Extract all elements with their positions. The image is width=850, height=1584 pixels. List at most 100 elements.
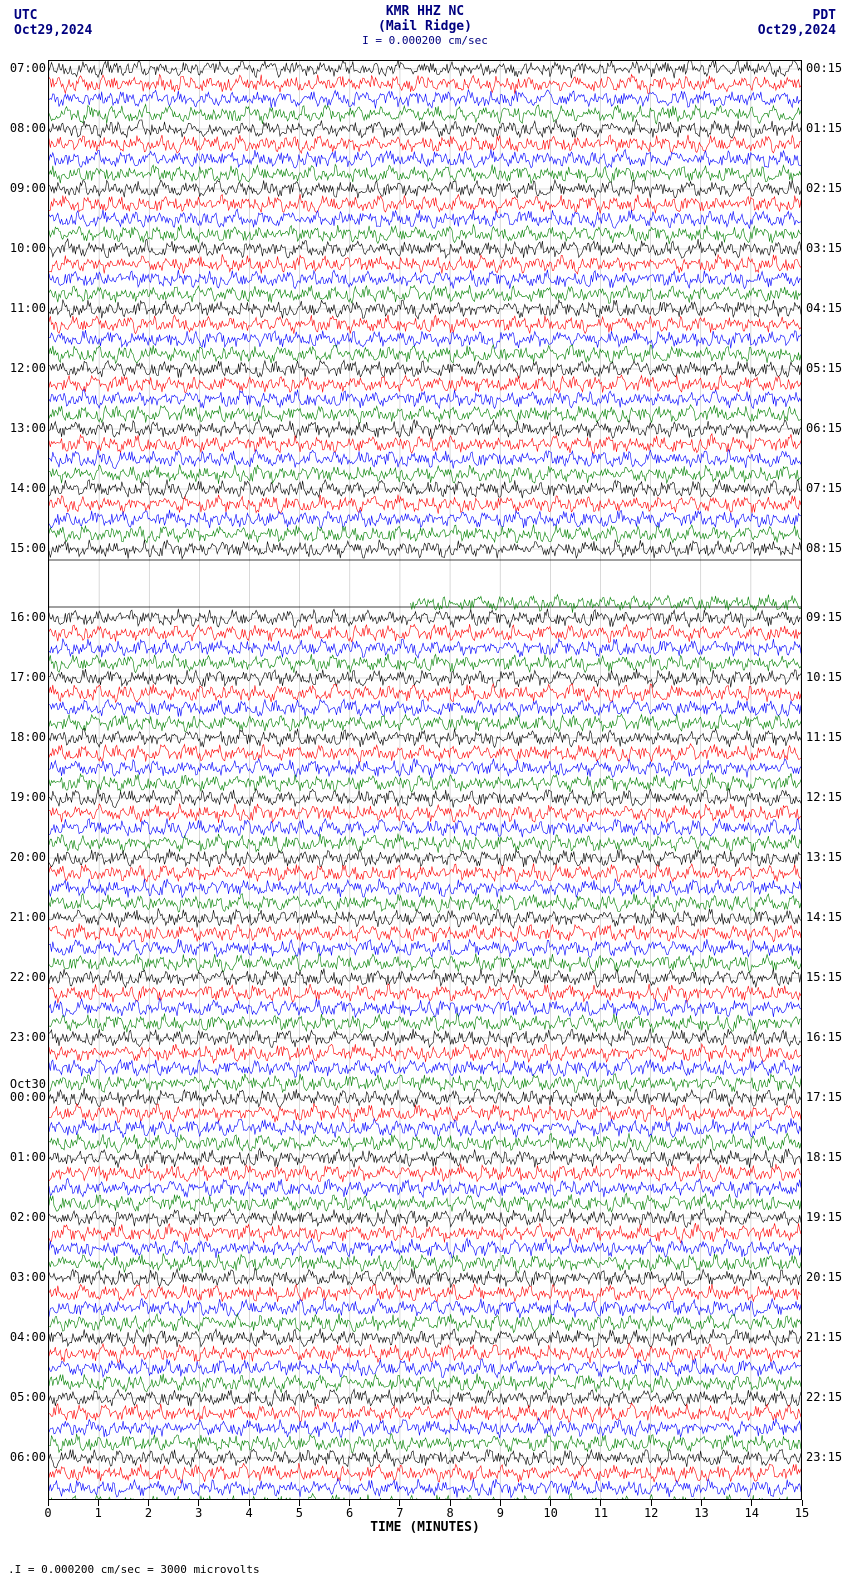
left-time-label: 06:00 <box>2 1450 46 1464</box>
trace-row <box>49 1059 801 1078</box>
trace-row <box>49 1118 801 1137</box>
scale-bar: I = 0.000200 cm/sec <box>0 34 850 47</box>
trace-row <box>49 209 801 229</box>
trace-row <box>49 1299 801 1318</box>
left-time-label: 05:00 <box>2 1390 46 1404</box>
left-time-label: 23:00 <box>2 1030 46 1044</box>
trace-row <box>49 714 801 732</box>
header-block: KMR HHZ NC (Mail Ridge) I = 0.000200 cm/… <box>0 4 850 47</box>
trace-row <box>49 1104 801 1123</box>
trace-row <box>49 1479 801 1498</box>
trace-row <box>49 90 801 109</box>
left-time-label: 02:00 <box>2 1210 46 1224</box>
trace-row <box>49 465 801 484</box>
x-tick-mark <box>450 1500 451 1506</box>
scale-bar-text: = 0.000200 cm/sec <box>375 34 488 47</box>
x-tick-mark <box>802 1500 803 1506</box>
trace-row <box>49 450 801 469</box>
trace-row <box>49 879 801 898</box>
trace-row <box>49 819 801 838</box>
top-right-block: PDT Oct29,2024 <box>758 8 836 38</box>
trace-row <box>49 285 801 303</box>
right-tz-label: PDT <box>758 8 836 23</box>
right-time-label: 20:15 <box>806 1270 850 1284</box>
trace-row <box>49 969 801 988</box>
trace-row <box>49 239 801 258</box>
left-time-label: 10:00 <box>2 241 46 255</box>
right-time-label: 14:15 <box>806 910 850 924</box>
left-time-label: 20:00 <box>2 850 46 864</box>
right-time-label: 02:15 <box>806 181 850 195</box>
right-time-label: 05:15 <box>806 361 850 375</box>
trace-row <box>49 524 801 542</box>
right-time-label: 04:15 <box>806 301 850 315</box>
trace-row <box>49 939 801 957</box>
right-time-label: 17:15 <box>806 1090 850 1104</box>
left-time-label: 00:00 <box>2 1090 46 1104</box>
scale-bar-icon: I <box>362 34 375 47</box>
x-tick-label: 10 <box>543 1506 557 1520</box>
x-tick-mark <box>299 1500 300 1506</box>
trace-row <box>49 1494 801 1500</box>
trace-row <box>49 624 801 642</box>
trace-row <box>49 684 801 703</box>
footer-scale-icon: .I <box>8 1563 28 1576</box>
left-time-label: 07:00 <box>2 61 46 75</box>
left-time-label: 22:00 <box>2 970 46 984</box>
right-time-label: 22:15 <box>806 1390 850 1404</box>
trace-row <box>49 1163 801 1182</box>
x-tick-mark <box>651 1500 652 1506</box>
trace-row <box>49 953 801 973</box>
right-time-label: 16:15 <box>806 1030 850 1044</box>
left-time-label: 15:00 <box>2 541 46 555</box>
trace-row <box>49 61 801 78</box>
trace-row <box>49 149 801 168</box>
trace-row <box>49 434 801 454</box>
x-tick-label: 13 <box>694 1506 708 1520</box>
x-tick-label: 15 <box>795 1506 809 1520</box>
left-time-label: 17:00 <box>2 670 46 684</box>
trace-row <box>49 759 801 778</box>
right-time-label: 06:15 <box>806 421 850 435</box>
trace-row <box>49 773 801 793</box>
trace-row <box>49 1314 801 1333</box>
trace-row <box>49 1013 801 1033</box>
trace-row <box>49 360 801 378</box>
footer-scale: .I = 0.000200 cm/sec = 3000 microvolts <box>8 1563 260 1576</box>
left-time-label: 21:00 <box>2 910 46 924</box>
x-tick-mark <box>349 1500 350 1506</box>
trace-row <box>49 375 801 393</box>
trace-row <box>49 834 801 853</box>
trace-row <box>49 998 801 1017</box>
trace-row <box>49 1133 801 1153</box>
trace-row <box>49 345 801 364</box>
x-tick-mark <box>600 1500 601 1506</box>
left-time-label: 09:00 <box>2 181 46 195</box>
station-location: (Mail Ridge) <box>0 19 850 34</box>
trace-row <box>49 1343 801 1363</box>
trace-row <box>49 330 801 349</box>
right-time-label: 19:15 <box>806 1210 850 1224</box>
x-tick-label: 7 <box>396 1506 403 1520</box>
right-time-label: 15:15 <box>806 970 850 984</box>
x-tick-mark <box>550 1500 551 1506</box>
trace-row <box>49 863 801 881</box>
trace-row <box>49 1463 801 1483</box>
trace-row <box>49 315 801 334</box>
trace-row <box>49 164 801 183</box>
plot-area <box>48 60 802 1500</box>
trace-row <box>49 744 801 763</box>
right-time-label: 12:15 <box>806 790 850 804</box>
left-time-label: 11:00 <box>2 301 46 315</box>
date-marker: Oct30 <box>2 1077 46 1091</box>
trace-row <box>49 639 801 658</box>
trace-row <box>411 595 801 613</box>
right-time-label: 08:15 <box>806 541 850 555</box>
x-tick-mark <box>148 1500 149 1506</box>
helicorder-container: UTC Oct29,2024 KMR HHZ NC (Mail Ridge) I… <box>0 0 850 1584</box>
trace-row <box>49 390 801 409</box>
right-time-label: 23:15 <box>806 1450 850 1464</box>
trace-row <box>49 1223 801 1243</box>
trace-row <box>49 984 801 1003</box>
x-tick-label: 11 <box>594 1506 608 1520</box>
